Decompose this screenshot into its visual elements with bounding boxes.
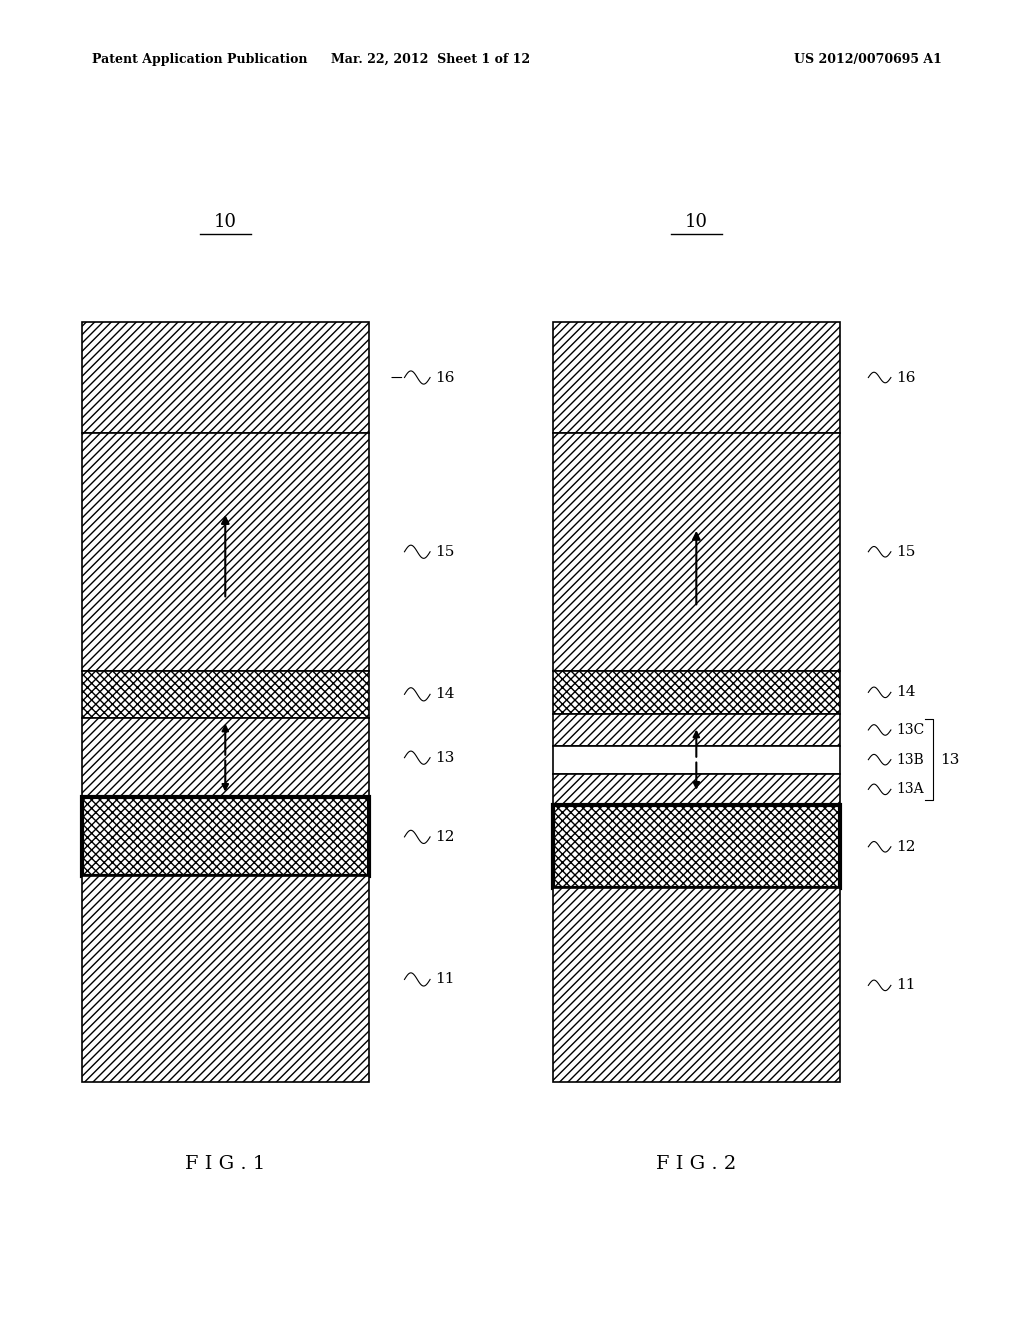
- FancyBboxPatch shape: [553, 433, 840, 671]
- FancyBboxPatch shape: [82, 797, 369, 876]
- Text: F I G . 1: F I G . 1: [185, 1155, 265, 1173]
- FancyBboxPatch shape: [553, 888, 840, 1082]
- Text: 12: 12: [435, 830, 455, 843]
- Text: 16: 16: [435, 371, 455, 384]
- Text: 13A: 13A: [896, 783, 924, 796]
- FancyBboxPatch shape: [553, 322, 840, 433]
- Text: 10: 10: [685, 213, 708, 231]
- FancyBboxPatch shape: [553, 805, 840, 888]
- FancyBboxPatch shape: [553, 671, 840, 714]
- Text: 11: 11: [896, 978, 915, 993]
- FancyBboxPatch shape: [553, 714, 840, 746]
- FancyBboxPatch shape: [82, 322, 369, 433]
- Text: 14: 14: [435, 688, 455, 701]
- FancyBboxPatch shape: [553, 774, 840, 805]
- Text: Mar. 22, 2012  Sheet 1 of 12: Mar. 22, 2012 Sheet 1 of 12: [331, 53, 529, 66]
- FancyBboxPatch shape: [82, 876, 369, 1082]
- Text: 12: 12: [896, 840, 915, 854]
- Text: 13C: 13C: [896, 723, 925, 737]
- Text: 15: 15: [435, 545, 455, 558]
- Text: 11: 11: [435, 973, 455, 986]
- FancyBboxPatch shape: [82, 718, 369, 797]
- Text: F I G . 2: F I G . 2: [656, 1155, 736, 1173]
- Text: 16: 16: [896, 371, 915, 384]
- Text: Patent Application Publication: Patent Application Publication: [92, 53, 307, 66]
- Text: 15: 15: [896, 545, 915, 558]
- FancyBboxPatch shape: [82, 433, 369, 671]
- Text: 10: 10: [214, 213, 237, 231]
- FancyBboxPatch shape: [82, 671, 369, 718]
- Text: 14: 14: [896, 685, 915, 700]
- FancyBboxPatch shape: [553, 746, 840, 774]
- Text: US 2012/0070695 A1: US 2012/0070695 A1: [795, 53, 942, 66]
- Text: 13: 13: [435, 751, 455, 764]
- Text: 13B: 13B: [896, 752, 924, 767]
- Text: 13: 13: [940, 752, 959, 767]
